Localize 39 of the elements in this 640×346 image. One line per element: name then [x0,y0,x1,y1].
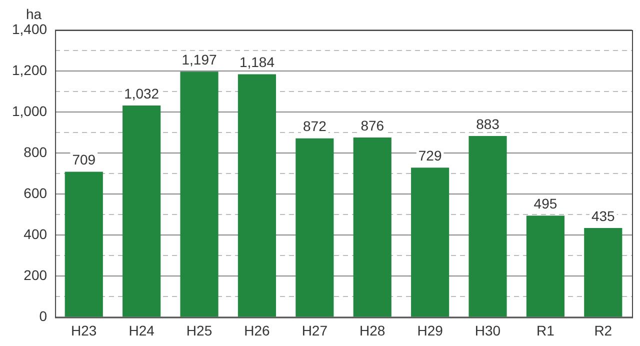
x-tick-label: H25 [186,322,212,338]
y-tick-label: 800 [24,144,48,160]
bar [526,216,564,317]
x-tick-label: H26 [244,322,270,338]
data-label: 709 [72,152,96,168]
bar [238,74,276,317]
data-label: 729 [418,148,442,164]
data-label: 876 [360,117,384,134]
y-tick-label: 200 [24,267,48,284]
data-label: 1,184 [239,54,275,70]
x-tick-label: H27 [302,322,328,338]
data-label: 495 [534,196,558,212]
y-tick-label: 0 [39,308,48,324]
bar [353,137,392,317]
x-tick-label: R1 [536,322,555,338]
bar [584,228,622,317]
bar [180,72,218,317]
y-tick-label: 1,000 [12,102,48,119]
y-tick-label: 600 [24,184,48,201]
x-tick-label: H24 [128,322,155,338]
bar [296,138,334,317]
data-label: 1,197 [182,52,217,68]
x-tick-label: H23 [71,322,97,338]
bar [468,136,507,317]
y-axis-title: ha [26,6,42,22]
bar [411,168,450,317]
data-label: 872 [302,118,327,134]
bar [122,105,161,317]
y-tick-label: 1,200 [12,62,48,78]
x-tick-label: R2 [594,322,612,338]
data-label: 883 [476,116,500,132]
x-tick-label: H28 [360,322,386,338]
y-tick-label: 1,400 [12,20,48,37]
x-tick-label: H30 [474,322,501,338]
data-label: 435 [591,208,616,224]
data-label: 1,032 [124,85,160,102]
bar [64,172,103,317]
y-tick-label: 400 [24,226,48,242]
x-tick-label: H29 [417,322,444,338]
